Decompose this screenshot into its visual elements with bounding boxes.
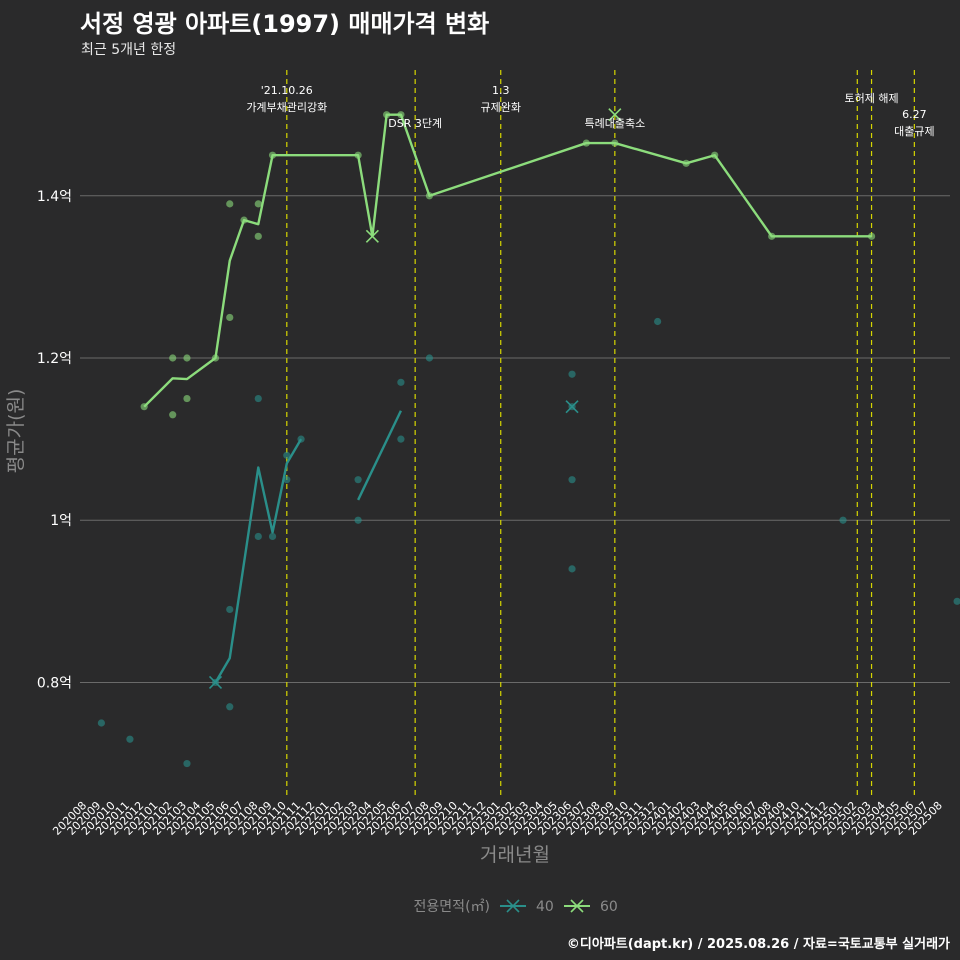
cross-stroke: [208, 675, 223, 690]
cross-stroke: [506, 899, 520, 913]
cross-stroke: [365, 229, 379, 243]
point-40: [226, 703, 234, 711]
point-40: [568, 370, 576, 378]
event-label: 6.27: [902, 108, 927, 121]
point-60: [169, 411, 177, 419]
event-label: 대출규제: [894, 125, 934, 138]
legend-label-40: 40: [536, 899, 554, 915]
event-label: DSR 3단계: [388, 117, 442, 130]
cross-stroke: [570, 899, 584, 913]
series-line-60: [143, 113, 872, 408]
point-40: [568, 565, 576, 573]
y-tick-label: 1억: [50, 513, 72, 529]
legend-cross-60: [570, 899, 584, 913]
cross-marker-40: [208, 675, 223, 690]
point-60: [226, 200, 234, 208]
point-60: [183, 354, 191, 362]
point-60: [169, 354, 177, 362]
legend-cross-40: [506, 899, 520, 913]
point-40: [97, 719, 105, 727]
y-tick-label: 1.2억: [37, 351, 72, 367]
event-label: 특례대출축소: [584, 117, 645, 130]
point-60: [226, 313, 234, 322]
point-40: [183, 759, 191, 768]
cross-marker-60: [365, 229, 379, 243]
event-label: 토허제 해제: [845, 91, 899, 105]
point-40: [254, 532, 262, 541]
series-line-40: [357, 410, 402, 501]
point-40: [397, 435, 405, 443]
source-footer: ©디아파트(dapt.kr) / 2025.08.26 / 자료=국토교통부 실…: [566, 937, 950, 952]
event-label: 1.3: [492, 84, 510, 97]
legend-title: 전용면적(㎡): [414, 899, 490, 915]
point-60: [183, 394, 191, 403]
point-40: [354, 516, 362, 524]
point-40: [568, 476, 576, 484]
point-40: [397, 378, 405, 386]
point-60: [254, 232, 262, 240]
y-tick-label: 1.4억: [37, 189, 72, 205]
chart-subtitle: 최근 5개년 한정: [81, 42, 177, 58]
event-label: '21.10.26: [261, 84, 313, 97]
series-line-40: [214, 438, 303, 684]
event-label: 가계부채관리강화: [246, 101, 327, 114]
point-40: [354, 476, 362, 484]
point-40: [953, 597, 960, 605]
cross-stroke: [608, 108, 622, 122]
legend-label-60: 60: [600, 899, 618, 915]
cross-marker-40: [565, 400, 579, 414]
point-40: [425, 354, 434, 362]
point-40: [126, 735, 134, 743]
chart-title: 서정 영광 아파트(1997) 매매가격 변화: [80, 10, 490, 38]
point-60: [254, 200, 262, 208]
y-axis-title: 평균가(원): [5, 389, 27, 474]
point-40: [268, 532, 277, 541]
point-40: [839, 516, 847, 524]
event-label: 규제완화: [480, 101, 520, 114]
x-axis-title: 거래년월: [480, 844, 550, 866]
point-40: [226, 605, 234, 614]
point-40: [654, 317, 662, 326]
point-40: [254, 394, 262, 403]
cross-marker-60: [608, 108, 622, 122]
point-40: [283, 451, 291, 459]
y-tick-label: 0.8억: [37, 675, 72, 691]
cross-stroke: [565, 400, 579, 414]
